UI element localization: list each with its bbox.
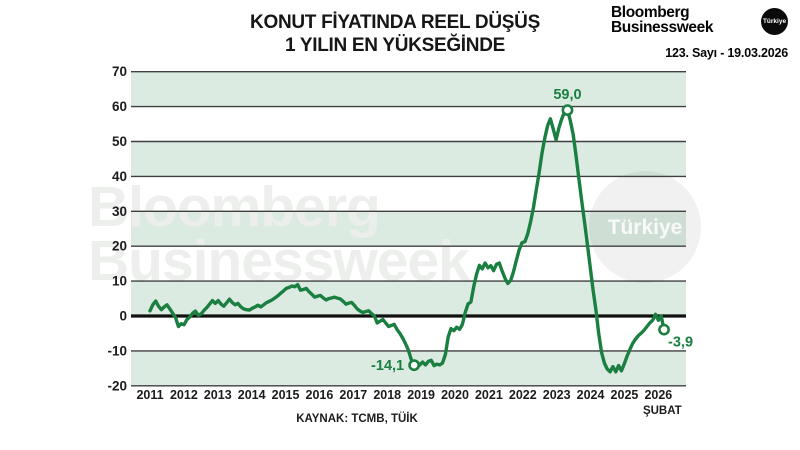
band--10-to--20 bbox=[131, 350, 686, 386]
x-tick-2025: 2025 bbox=[611, 388, 639, 402]
x-tick-2017: 2017 bbox=[339, 388, 367, 402]
x-axis-labels: 2011 2012 2013 2014 2015 2016 2017 2018 2019 2020… bbox=[136, 388, 681, 417]
y-axis-labels: 70 60 50 40 30 20 10 0 -10 -20 bbox=[107, 64, 127, 393]
marker--14,1 bbox=[408, 359, 421, 372]
y-tick-10: 10 bbox=[112, 274, 127, 289]
y-tick-70: 70 bbox=[112, 64, 127, 79]
band-30-to-20 bbox=[131, 211, 686, 247]
band-40-to-30 bbox=[131, 176, 686, 212]
y-tick--10: -10 bbox=[107, 343, 127, 358]
marker--3,9 bbox=[658, 323, 670, 336]
x-tick-2018: 2018 bbox=[373, 388, 401, 402]
chart-title-line2: 1 YILIN EN YÜKSEĞİNDE bbox=[284, 35, 505, 56]
x-tick-2023: 2023 bbox=[543, 388, 571, 402]
data-series bbox=[148, 108, 666, 374]
x-tick-2011: 2011 bbox=[136, 388, 163, 402]
chart-title: KONUT FİYATINDA REEL DÜŞÜŞ 1 YILIN EN YÜ… bbox=[0, 11, 790, 57]
turkiye-badge: Türkiye bbox=[761, 8, 788, 35]
brand-line1: Bloomberg bbox=[611, 4, 690, 21]
source-note: KAYNAK: TCMB, TÜİK bbox=[296, 413, 418, 425]
x-tick-2013: 2013 bbox=[204, 388, 232, 402]
x-tick-2024: 2024 bbox=[577, 388, 605, 402]
x-tick-2026: 2026 bbox=[644, 388, 672, 402]
annotation--14,1: -14,1 bbox=[371, 358, 404, 374]
y-tick-60: 60 bbox=[112, 99, 127, 114]
band-20-to-10 bbox=[131, 246, 686, 282]
y-tick-0: 0 bbox=[119, 309, 127, 324]
x-tick-2019: 2019 bbox=[407, 388, 435, 402]
band-70-to-60 bbox=[131, 71, 686, 107]
chart-title-line1: KONUT FİYATINDA REEL DÜŞÜŞ bbox=[250, 12, 540, 33]
y-tick-40: 40 bbox=[112, 169, 127, 184]
annotation--3,9: -3,9 bbox=[668, 335, 693, 351]
band-0-to--10 bbox=[131, 316, 686, 351]
annotations: -14,1 59,0 -3,9 bbox=[371, 87, 693, 374]
brand-wordmark: Bloomberg Businessweek bbox=[611, 4, 714, 36]
watermark-bloomberg: Bloomberg bbox=[88, 175, 380, 239]
x-tick-2012: 2012 bbox=[170, 388, 198, 402]
x-tick-2020: 2020 bbox=[441, 388, 469, 402]
watermark-circle bbox=[589, 171, 701, 283]
y-tick--20: -20 bbox=[107, 378, 127, 393]
watermark-businessweek: Businessweek bbox=[88, 229, 470, 293]
x-tick-sublabel: ŞUBAT bbox=[643, 405, 682, 417]
watermark-turkiye: Türkiye bbox=[608, 216, 683, 239]
x-tick-2021: 2021 bbox=[475, 388, 503, 402]
band-60-to-50 bbox=[131, 106, 686, 142]
y-tick-50: 50 bbox=[112, 134, 127, 149]
y-tick-30: 30 bbox=[112, 204, 127, 219]
band-50-to-40 bbox=[131, 141, 686, 177]
issue-date: 123. Sayı - 19.03.2026 bbox=[665, 46, 788, 60]
bloomberg-businessweek-logo: Bloomberg Businessweek Türkiye 123. Sayı… bbox=[608, 4, 788, 64]
y-tick-20: 20 bbox=[112, 239, 127, 254]
brand-line2: Businessweek bbox=[611, 19, 714, 36]
marker-59,0 bbox=[561, 104, 574, 116]
real-house-price-line bbox=[148, 108, 666, 374]
x-tick-2015: 2015 bbox=[272, 388, 300, 402]
annotation-59,0: 59,0 bbox=[553, 87, 581, 103]
plot-background-bands bbox=[131, 71, 686, 386]
x-tick-2022: 2022 bbox=[509, 388, 537, 402]
x-tick-2016: 2016 bbox=[306, 388, 334, 402]
x-tick-2014: 2014 bbox=[238, 388, 266, 402]
